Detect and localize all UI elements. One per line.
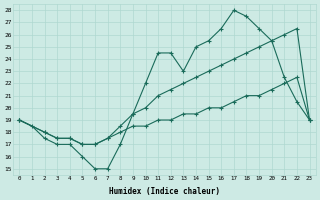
X-axis label: Humidex (Indice chaleur): Humidex (Indice chaleur) [109, 187, 220, 196]
